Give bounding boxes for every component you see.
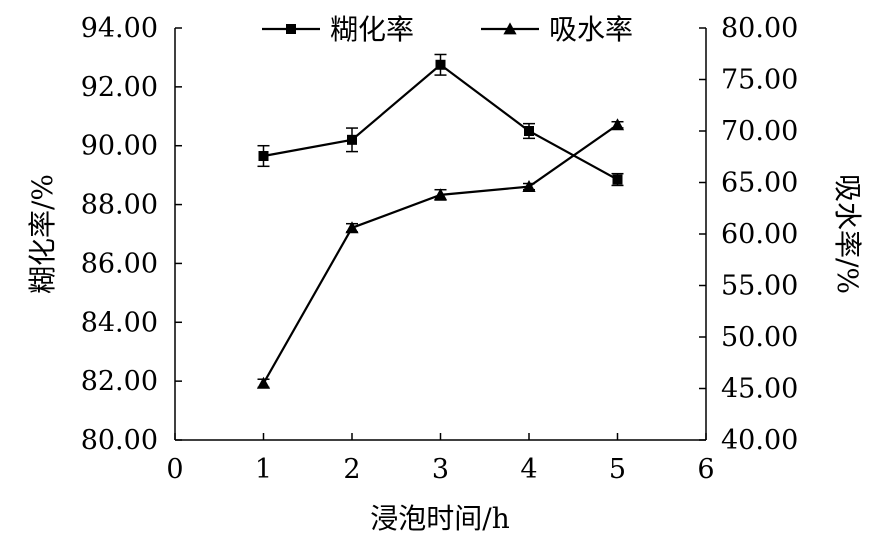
data-point xyxy=(522,180,536,193)
right-y-tick-label: 70.00 xyxy=(721,116,798,147)
x-tick-label: 0 xyxy=(166,454,183,485)
right-y-tick-label: 75.00 xyxy=(721,65,798,96)
left-y-tick-label: 88.00 xyxy=(81,190,158,221)
series-water-absorption xyxy=(256,118,625,389)
right-y-tick-label: 50.00 xyxy=(721,322,798,353)
legend-marker xyxy=(503,22,517,35)
data-point xyxy=(347,134,357,145)
right-y-tick-label: 40.00 xyxy=(721,425,798,456)
legend-marker xyxy=(286,24,296,34)
series-line xyxy=(262,123,619,384)
right-y-tick-label: 60.00 xyxy=(721,219,798,250)
left-y-axis-ticks: 80.00 82.00 84.00 86.00 88.00 90.00 92.00 94.00 xyxy=(81,13,182,456)
series-gelatinization xyxy=(257,53,624,187)
legend-item: 糊化率 xyxy=(262,13,414,46)
legend-label: 吸水率 xyxy=(549,13,633,46)
x-axis-ticks: 0 1 2 3 4 5 6 xyxy=(166,433,715,485)
legend-item: 吸水率 xyxy=(481,13,633,46)
data-point xyxy=(345,221,359,234)
x-tick-label: 1 xyxy=(255,454,272,485)
x-axis-title: 浸泡时间/h xyxy=(370,502,509,535)
x-tick-label: 3 xyxy=(432,454,449,485)
data-point xyxy=(433,188,448,201)
legend: 糊化率 吸水率 xyxy=(262,13,633,46)
x-tick-label: 4 xyxy=(520,454,537,485)
right-y-tick-label: 55.00 xyxy=(721,271,798,302)
left-y-tick-label: 84.00 xyxy=(81,307,158,338)
data-point xyxy=(258,151,269,162)
left-y-axis-title: 糊化率/% xyxy=(26,174,59,294)
left-y-tick-label: 94.00 xyxy=(81,13,158,44)
right-y-tick-label: 80.00 xyxy=(721,13,798,44)
left-y-tick-label: 80.00 xyxy=(81,425,158,456)
legend-label: 糊化率 xyxy=(330,13,414,46)
left-y-tick-label: 86.00 xyxy=(81,248,158,279)
right-y-tick-label: 45.00 xyxy=(721,374,798,405)
data-point xyxy=(612,174,623,185)
right-y-axis-title: 吸水率/% xyxy=(831,174,864,294)
x-tick-label: 2 xyxy=(343,454,360,485)
right-y-axis-ticks: 40.00 45.00 50.00 55.00 60.00 65.00 70.00 75.00… xyxy=(699,13,798,456)
series-layer xyxy=(256,53,625,389)
x-tick-label: 6 xyxy=(697,454,714,485)
data-point xyxy=(435,59,446,70)
data-point xyxy=(610,118,625,131)
left-y-tick-label: 82.00 xyxy=(81,366,158,397)
data-point xyxy=(524,126,534,136)
data-point xyxy=(256,376,271,389)
x-tick-label: 5 xyxy=(609,454,626,485)
left-y-tick-label: 92.00 xyxy=(81,72,158,103)
right-y-tick-label: 65.00 xyxy=(721,168,798,199)
left-y-tick-label: 90.00 xyxy=(81,131,158,162)
